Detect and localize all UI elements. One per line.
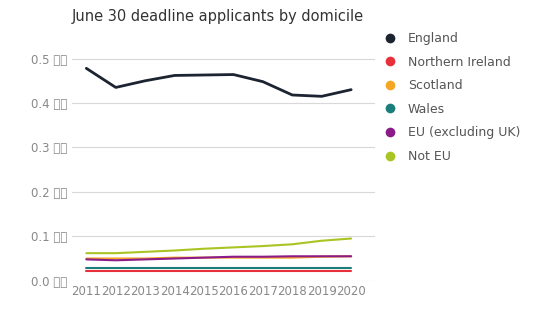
Not EU: [171, 249, 178, 252]
England: [142, 79, 148, 83]
Scotland: [260, 256, 266, 260]
Northern Ireland: [171, 269, 178, 273]
England: [171, 74, 178, 78]
England: [230, 73, 237, 77]
Not EU: [289, 242, 295, 246]
Text: June 30 deadline applicants by domicile: June 30 deadline applicants by domicile: [72, 9, 364, 24]
Northern Ireland: [289, 269, 295, 273]
England: [348, 88, 354, 92]
Not EU: [318, 239, 325, 243]
Not EU: [260, 244, 266, 248]
Legend: England, Northern Ireland, Scotland, Wales, EU (excluding UK), Not EU: England, Northern Ireland, Scotland, Wal…: [378, 32, 520, 163]
Line: England: England: [87, 68, 351, 96]
EU (excluding UK): [83, 257, 90, 261]
EU (excluding UK): [318, 254, 325, 258]
Not EU: [112, 251, 119, 255]
Scotland: [83, 256, 90, 260]
Wales: [142, 266, 148, 270]
EU (excluding UK): [260, 255, 266, 259]
EU (excluding UK): [171, 256, 178, 260]
Wales: [230, 266, 237, 270]
Wales: [318, 266, 325, 270]
Scotland: [201, 256, 207, 260]
EU (excluding UK): [142, 257, 148, 261]
England: [260, 80, 266, 84]
Scotland: [171, 256, 178, 260]
England: [318, 94, 325, 98]
Northern Ireland: [260, 269, 266, 273]
England: [83, 66, 90, 70]
Scotland: [142, 256, 148, 260]
Wales: [112, 266, 119, 270]
Not EU: [348, 237, 354, 241]
Scotland: [112, 256, 119, 260]
Not EU: [230, 246, 237, 249]
Northern Ireland: [112, 269, 119, 273]
EU (excluding UK): [289, 254, 295, 258]
EU (excluding UK): [348, 254, 354, 258]
Scotland: [230, 256, 237, 260]
Northern Ireland: [230, 269, 237, 273]
England: [289, 93, 295, 97]
EU (excluding UK): [230, 255, 237, 259]
Wales: [260, 266, 266, 270]
Not EU: [142, 250, 148, 254]
Wales: [289, 266, 295, 270]
Northern Ireland: [201, 269, 207, 273]
EU (excluding UK): [112, 258, 119, 262]
Not EU: [83, 251, 90, 255]
Wales: [83, 266, 90, 270]
Wales: [348, 266, 354, 270]
Northern Ireland: [318, 269, 325, 273]
Scotland: [318, 255, 325, 259]
Wales: [171, 266, 178, 270]
Northern Ireland: [348, 269, 354, 273]
Line: EU (excluding UK): EU (excluding UK): [87, 256, 351, 260]
Northern Ireland: [142, 269, 148, 273]
Scotland: [289, 256, 295, 260]
Line: Not EU: Not EU: [87, 239, 351, 253]
Scotland: [348, 254, 354, 258]
Wales: [201, 266, 207, 270]
Northern Ireland: [83, 269, 90, 273]
EU (excluding UK): [201, 256, 207, 260]
England: [201, 73, 207, 77]
Not EU: [201, 247, 207, 251]
Line: Scotland: Scotland: [87, 256, 351, 258]
England: [112, 85, 119, 89]
